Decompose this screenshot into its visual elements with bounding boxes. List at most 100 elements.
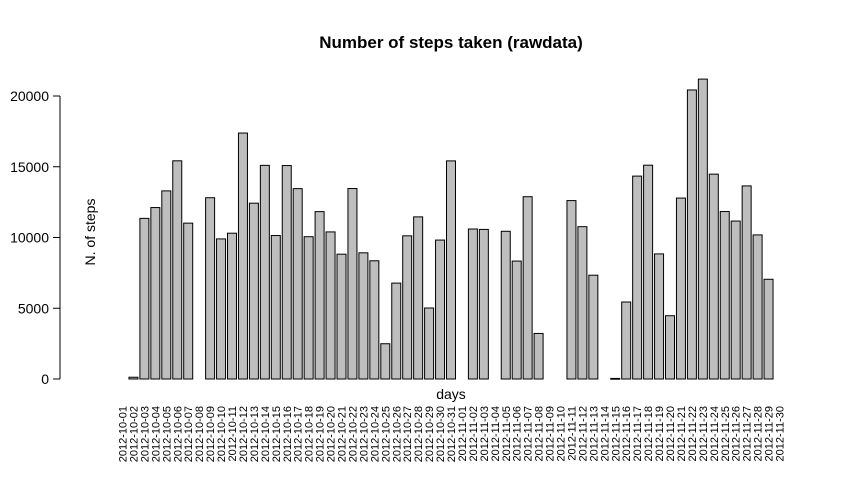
bar-2012-10-09 <box>205 197 216 380</box>
bar-2012-11-11 <box>566 200 577 380</box>
x-tick-label: 2012-11-17 <box>632 406 644 461</box>
x-tick-label: 2012-10-10 <box>216 406 228 462</box>
bar-2012-10-14 <box>259 164 270 380</box>
x-tick-label: 2012-10-12 <box>238 406 250 462</box>
x-tick-label: 2012-10-31 <box>446 406 458 462</box>
x-tick-label: 2012-11-12 <box>577 406 589 461</box>
x-tick-label: 2012-10-27 <box>402 406 414 462</box>
x-tick-label: 2012-11-15 <box>610 406 622 461</box>
y-tick-label: 5000 <box>18 300 49 316</box>
bar-2012-11-23 <box>697 78 708 380</box>
y-tick-label: 10000 <box>10 230 49 246</box>
bar-2012-11-13 <box>588 274 599 380</box>
x-tick-label: 2012-11-29 <box>764 406 776 461</box>
x-tick-label: 2012-11-20 <box>665 406 677 461</box>
bar-2012-10-03 <box>139 217 150 380</box>
x-tick-label: 2012-11-11 <box>566 406 578 461</box>
x-tick-label: 2012-11-04 <box>490 406 502 461</box>
x-tick-label: 2012-11-03 <box>479 406 491 461</box>
bar-2012-11-15 <box>610 377 621 380</box>
x-tick-label: 2012-10-21 <box>337 406 349 462</box>
x-tick-label: 2012-10-18 <box>304 406 316 462</box>
x-tick-label: 2012-10-16 <box>282 406 294 462</box>
bar-2012-11-07 <box>522 196 533 380</box>
x-tick-label: 2012-11-22 <box>687 406 699 461</box>
bar-2012-11-08 <box>533 332 544 380</box>
x-tick-label: 2012-10-06 <box>172 406 184 462</box>
x-tick-label: 2012-10-15 <box>271 406 283 462</box>
x-tick-label: 2012-10-13 <box>249 406 261 462</box>
x-tick-label: 2012-11-24 <box>709 406 721 461</box>
bar-2012-10-20 <box>325 231 336 380</box>
bar-2012-11-22 <box>686 89 697 380</box>
bar-2012-10-30 <box>435 239 446 380</box>
bar-2012-11-06 <box>511 260 522 380</box>
bar-2012-11-18 <box>643 164 654 380</box>
x-tick-label: 2012-10-04 <box>150 406 162 462</box>
bar-2012-11-21 <box>675 197 686 380</box>
y-tick-label: 0 <box>41 371 49 387</box>
x-tick-label: 2012-11-23 <box>698 406 710 461</box>
bar-2012-10-06 <box>172 160 183 380</box>
y-tick-label: 15000 <box>10 159 49 175</box>
x-tick-label: 2012-11-02 <box>468 406 480 461</box>
bar-2012-10-18 <box>303 236 314 380</box>
bar-2012-10-31 <box>446 160 456 380</box>
x-tick-labels: 2012-10-012012-10-022012-10-032012-10-04… <box>118 406 787 462</box>
x-tick-label: 2012-10-17 <box>293 406 305 462</box>
bar-2012-10-15 <box>270 235 281 380</box>
bar-2012-11-20 <box>665 315 675 380</box>
x-tick-label: 2012-10-24 <box>369 406 381 462</box>
bar-2012-11-05 <box>500 230 511 380</box>
bar-2012-11-24 <box>708 173 719 380</box>
x-tick-label: 2012-11-07 <box>523 406 535 461</box>
y-axis-label: N. of steps <box>82 199 98 266</box>
x-tick-label: 2012-11-08 <box>534 406 546 461</box>
bar-2012-10-17 <box>292 188 303 380</box>
y-axis: 0 5000 10000 15000 20000 <box>10 88 61 387</box>
bar-2012-10-22 <box>347 188 358 380</box>
x-tick-label: 2012-11-09 <box>545 406 557 461</box>
x-tick-label: 2012-10-30 <box>435 406 447 462</box>
bar-2012-11-12 <box>577 226 588 380</box>
bar-2012-11-16 <box>621 301 632 380</box>
x-tick-label: 2012-11-06 <box>512 406 524 461</box>
bar-2012-10-23 <box>358 252 369 380</box>
bar-2012-10-05 <box>161 190 172 380</box>
y-tick-label: 20000 <box>10 88 49 104</box>
bar-2012-10-26 <box>391 282 402 380</box>
bar-2012-10-24 <box>369 260 380 380</box>
x-tick-label: 2012-10-29 <box>424 406 436 462</box>
bar-2012-10-11 <box>227 232 237 380</box>
bar-2012-11-26 <box>730 220 741 380</box>
bar-2012-11-17 <box>632 175 643 380</box>
x-tick-label: 2012-10-01 <box>118 406 130 462</box>
x-tick-label: 2012-11-16 <box>621 406 633 461</box>
bar-2012-10-12 <box>237 132 248 380</box>
bar-2012-10-28 <box>413 216 424 380</box>
bar-2012-10-04 <box>150 207 161 380</box>
bar-2012-10-29 <box>424 307 435 380</box>
x-tick-label: 2012-11-21 <box>676 406 688 461</box>
bar-2012-11-27 <box>741 185 752 380</box>
x-tick-label: 2012-11-19 <box>654 406 666 461</box>
bar-2012-10-19 <box>314 211 325 380</box>
x-tick-label: 2012-10-25 <box>380 406 392 462</box>
x-tick-label: 2012-11-28 <box>753 406 765 461</box>
x-tick-label: 2012-11-18 <box>643 406 655 461</box>
x-tick-label: 2012-11-27 <box>742 406 754 461</box>
x-tick-label: 2012-10-28 <box>413 406 425 462</box>
bar-2012-11-29 <box>763 278 774 380</box>
bar-2012-11-28 <box>752 234 763 380</box>
x-tick-label: 2012-10-07 <box>183 406 195 462</box>
bar-2012-10-13 <box>248 202 259 380</box>
bar-2012-11-19 <box>654 253 665 380</box>
x-tick-label: 2012-10-09 <box>205 406 217 462</box>
x-tick-label: 2012-11-13 <box>588 406 600 461</box>
x-tick-label: 2012-11-14 <box>599 406 611 461</box>
bar-2012-10-25 <box>380 343 391 380</box>
x-tick-label: 2012-10-22 <box>347 406 359 462</box>
x-tick-label: 2012-10-05 <box>161 406 173 462</box>
bar-2012-11-02 <box>467 228 478 380</box>
bar-2012-11-03 <box>478 228 489 380</box>
